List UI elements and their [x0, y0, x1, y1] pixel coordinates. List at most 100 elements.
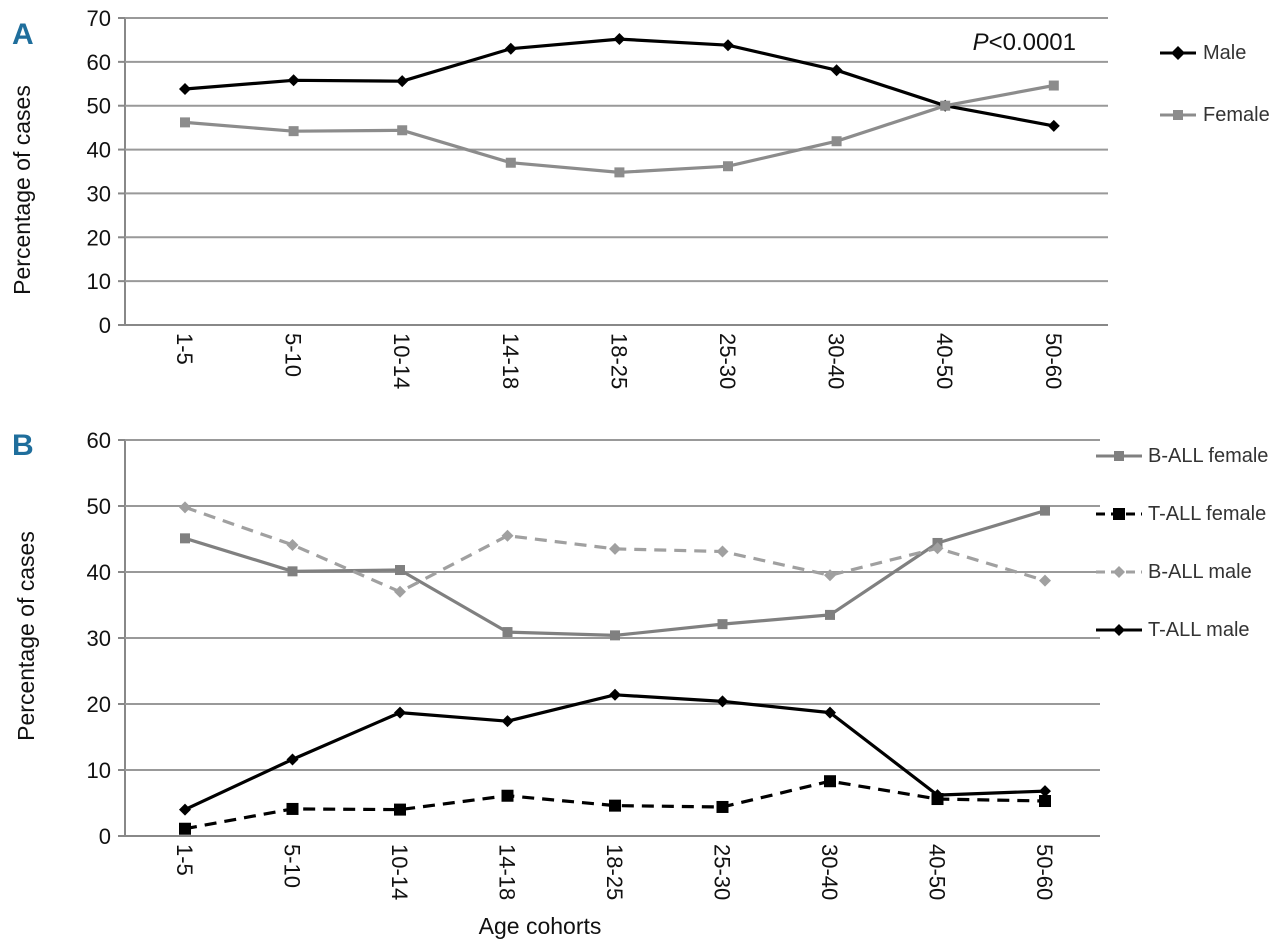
- series-b-all-male-point-3: [501, 529, 514, 542]
- legend-item-t-all-female: T-ALL female: [1096, 503, 1266, 525]
- series-male: [179, 33, 1060, 132]
- y-tick-label-60: 60: [87, 428, 111, 453]
- legend-item-b-all-female: B-ALL female: [1096, 445, 1268, 467]
- panel-b-y-axis-title: Percentage of cases: [13, 531, 39, 741]
- series-t-all-male-point-6: [824, 706, 836, 719]
- y-tick-label-60: 60: [87, 50, 111, 75]
- series-b-all-male-point-4: [609, 542, 621, 555]
- series-b-all-male-point-8: [1039, 574, 1051, 587]
- series-t-all-male-point-2: [394, 706, 406, 719]
- series-t-all-male-point-3: [501, 715, 514, 728]
- series-t-all-female-line: [184, 779, 1046, 831]
- series-male-point-3: [504, 42, 517, 55]
- series-female: [180, 80, 1059, 178]
- panel-a: A 0 10 20 30 40 50 60 70 1-5 5-10 10-14 14-18 18-25…: [9, 6, 1270, 389]
- panel-b: B 0 10 20 30 40 50 60 1-5 5-10 10-14 14-18 18-25 25…: [12, 428, 1268, 939]
- panel-b-gridlines: [118, 439, 1100, 837]
- y-tick-label-30: 30: [87, 626, 111, 651]
- series-b-all-male-point-7: [931, 542, 944, 555]
- series-female-point-3: [505, 157, 516, 168]
- x-tick-label-10-14: 10-14: [387, 844, 412, 900]
- series-t-all-male-point-4: [609, 688, 621, 701]
- series-t-all-female-point-1: [286, 802, 299, 815]
- series-male-point-8: [1047, 119, 1060, 132]
- legend-item-t-all-male: T-ALL male: [1096, 619, 1250, 641]
- series-b-all-female-point-2: [395, 565, 405, 576]
- series-b-all-male-point-1: [286, 538, 299, 551]
- panel-b-y-ticks: 0 10 20 30 40 50 60: [87, 428, 111, 849]
- series-male-point-1: [287, 74, 300, 87]
- p-value-italic: P: [973, 29, 989, 56]
- x-tick-label-30-40: 30-40: [817, 844, 842, 900]
- panel-b-series: [179, 501, 1051, 835]
- x-tick-label-5-10: 5-10: [280, 844, 305, 888]
- series-b-all-female-point-8: [1040, 505, 1050, 516]
- legend-label-b-all-female: B-ALL female: [1148, 445, 1268, 467]
- series-t-all-male-point-8: [1039, 785, 1051, 798]
- y-tick-label-50: 50: [87, 94, 111, 119]
- x-tick-label-14-18: 14-18: [495, 844, 520, 900]
- series-t-all-male-point-5: [716, 695, 729, 708]
- y-tick-label-20: 20: [87, 692, 111, 717]
- series-b-all-male-point-0: [179, 501, 191, 514]
- series-b-all-female-point-5: [717, 619, 728, 630]
- series-t-all-female-point-8: [1039, 795, 1051, 808]
- series-female-point-6: [831, 136, 842, 147]
- y-tick-label-0: 0: [99, 313, 111, 338]
- series-b-all-male: [179, 501, 1051, 598]
- panel-a-x-ticks: 1-5 5-10 10-14 14-18 18-25 25-30 30-40 40-50 50-…: [172, 333, 1066, 389]
- legend-label-female: Female: [1203, 104, 1270, 126]
- series-female-point-0: [180, 117, 190, 128]
- series-t-all-male-point-0: [179, 803, 191, 816]
- series-t-all-female-point-5: [716, 800, 729, 813]
- series-t-all-female-point-3: [501, 789, 514, 802]
- panel-a-y-ticks: 0 10 20 30 40 50 60 70: [87, 6, 111, 338]
- x-tick-label-14-18: 14-18: [498, 333, 523, 389]
- panel-b-x-axis-title: Age cohorts: [479, 913, 602, 939]
- series-t-all-male-point-7: [931, 789, 944, 802]
- series-b-all-female-point-0: [180, 533, 190, 544]
- x-tick-label-10-14: 10-14: [389, 333, 414, 389]
- x-tick-label-25-30: 25-30: [710, 844, 735, 900]
- series-male-point-5: [722, 39, 734, 52]
- y-tick-label-40: 40: [87, 560, 111, 585]
- series-b-all-female-point-1: [287, 566, 298, 577]
- legend-item-male: Male: [1160, 42, 1246, 64]
- series-t-all-male: [179, 688, 1051, 816]
- y-tick-label-0: 0: [99, 824, 111, 849]
- y-tick-label-30: 30: [87, 181, 111, 206]
- series-b-all-female-point-6: [825, 609, 835, 620]
- y-tick-label-10: 10: [87, 758, 111, 783]
- series-b-all-male-point-6: [824, 569, 836, 582]
- series-female-point-7: [940, 100, 951, 111]
- series-female-point-1: [288, 126, 299, 137]
- x-tick-label-40-50: 40-50: [925, 844, 950, 900]
- series-t-all-female: [179, 775, 1051, 835]
- y-tick-label-40: 40: [87, 138, 111, 163]
- x-tick-label-1-5: 1-5: [172, 844, 197, 876]
- series-male-point-6: [830, 64, 843, 77]
- series-t-all-female-point-4: [609, 799, 621, 812]
- series-female-point-8: [1048, 80, 1059, 91]
- legend-label-t-all-female: T-ALL female: [1148, 503, 1266, 525]
- x-tick-label-30-40: 30-40: [824, 333, 849, 389]
- series-t-all-female-point-6: [824, 775, 836, 788]
- p-value-annotation: P<0.0001: [973, 29, 1076, 56]
- series-b-all-female-point-4: [610, 630, 620, 641]
- x-tick-label-1-5: 1-5: [172, 333, 197, 365]
- series-male-point-0: [179, 83, 191, 96]
- x-tick-label-50-60: 50-60: [1032, 844, 1057, 900]
- y-tick-label-50: 50: [87, 494, 111, 519]
- series-male-point-4: [613, 33, 626, 46]
- x-tick-label-50-60: 50-60: [1041, 333, 1066, 389]
- panel-a-gridlines: [118, 17, 1108, 326]
- panel-a-letter: A: [12, 18, 34, 51]
- series-female-point-2: [397, 125, 408, 136]
- series-t-all-female-point-0: [179, 822, 191, 835]
- x-tick-label-40-50: 40-50: [932, 333, 957, 389]
- legend-label-b-all-male: B-ALL male: [1148, 561, 1252, 583]
- panel-b-legend: B-ALL female T-ALL female B-ALL male T-A…: [1096, 445, 1268, 641]
- y-tick-label-10: 10: [87, 269, 111, 294]
- series-t-all-female-point-2: [394, 803, 406, 816]
